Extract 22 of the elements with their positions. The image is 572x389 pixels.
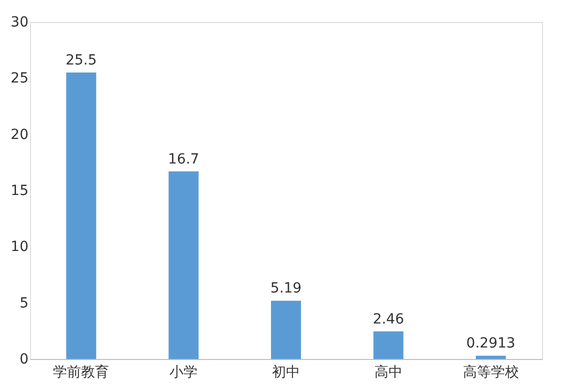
bar bbox=[66, 72, 96, 359]
y-tick-label: 30 bbox=[10, 14, 28, 30]
data-label: 2.46 bbox=[372, 311, 404, 328]
bar bbox=[373, 331, 404, 359]
data-label: 5.19 bbox=[270, 280, 302, 297]
y-tick-label: 5 bbox=[20, 295, 28, 312]
x-tick-label: 初中 bbox=[272, 364, 300, 380]
y-tick-label: 0 bbox=[20, 352, 28, 368]
y-tick-label: 25 bbox=[10, 70, 28, 87]
y-tick-label: 20 bbox=[10, 126, 28, 143]
x-tick-label: 小学 bbox=[170, 364, 198, 380]
bar bbox=[271, 300, 301, 359]
data-label: 25.5 bbox=[66, 52, 97, 69]
x-tick-label: 高等学校 bbox=[462, 364, 519, 380]
bar bbox=[476, 356, 506, 359]
bar bbox=[168, 171, 199, 359]
x-tick-label: 学前教育 bbox=[53, 364, 110, 380]
data-label: 16.7 bbox=[168, 151, 200, 168]
data-label: 0.2913 bbox=[466, 336, 516, 352]
x-tick-label: 高中 bbox=[374, 364, 402, 380]
y-tick-label: 10 bbox=[10, 239, 28, 256]
y-tick-label: 15 bbox=[10, 183, 28, 199]
